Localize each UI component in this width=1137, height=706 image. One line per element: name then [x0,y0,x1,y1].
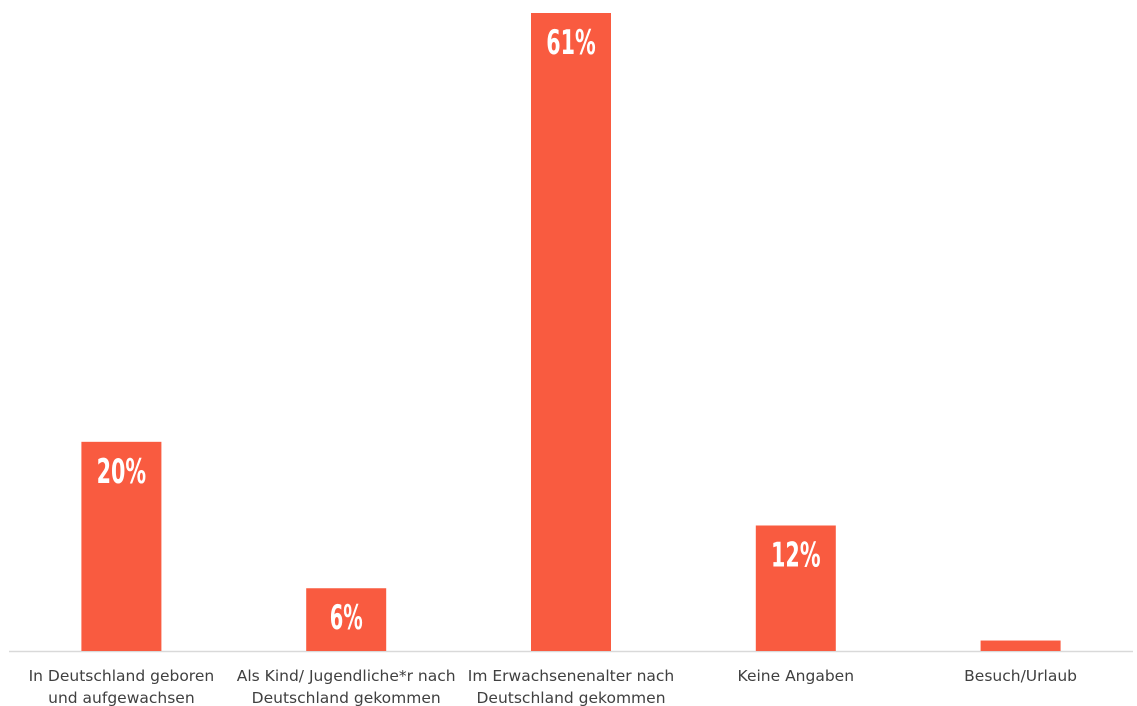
tick-label-line: Im Erwachsenenalter nach [468,667,674,685]
tick-label-line: Deutschland gekommen [476,689,665,706]
data-label-0: 20% [97,452,147,492]
bar-2 [531,13,611,651]
data-label-4: 1% [1004,651,1037,691]
bar-3 [755,525,836,651]
tick-label-0: In Deutschland geboren und aufgewachsen [29,667,215,706]
bar-4 [980,640,1061,651]
data-label-1: 6% [330,598,363,638]
bars-group [81,13,1061,651]
tick-label-line: Deutschland gekommen [252,689,441,706]
tick-label-line: In Deutschland geboren [29,667,215,685]
tick-label-line: Keine Angaben [738,667,855,685]
tick-label-3: Keine Angaben [738,667,855,685]
tick-labels-group: In Deutschland geboren und aufgewachsen Al… [29,667,1077,706]
tick-label-line: Als Kind/ Jugendliche*r nach [237,667,456,685]
tick-label-1: Als Kind/ Jugendliche*r nach Deutschland … [237,667,456,706]
tick-label-2: Im Erwachsenenalter nach Deutschland geko… [468,667,674,706]
bar-1 [306,588,387,651]
tick-label-line: Besuch/Urlaub [964,667,1077,685]
data-label-2: 61% [546,23,596,63]
data-labels-group: 20% 6% 61% 12% 1% [97,23,1037,691]
tick-label-4: Besuch/Urlaub [964,667,1077,685]
data-label-3: 12% [771,535,821,575]
bar-0 [81,441,162,651]
tick-label-line: und aufgewachsen [48,689,195,706]
